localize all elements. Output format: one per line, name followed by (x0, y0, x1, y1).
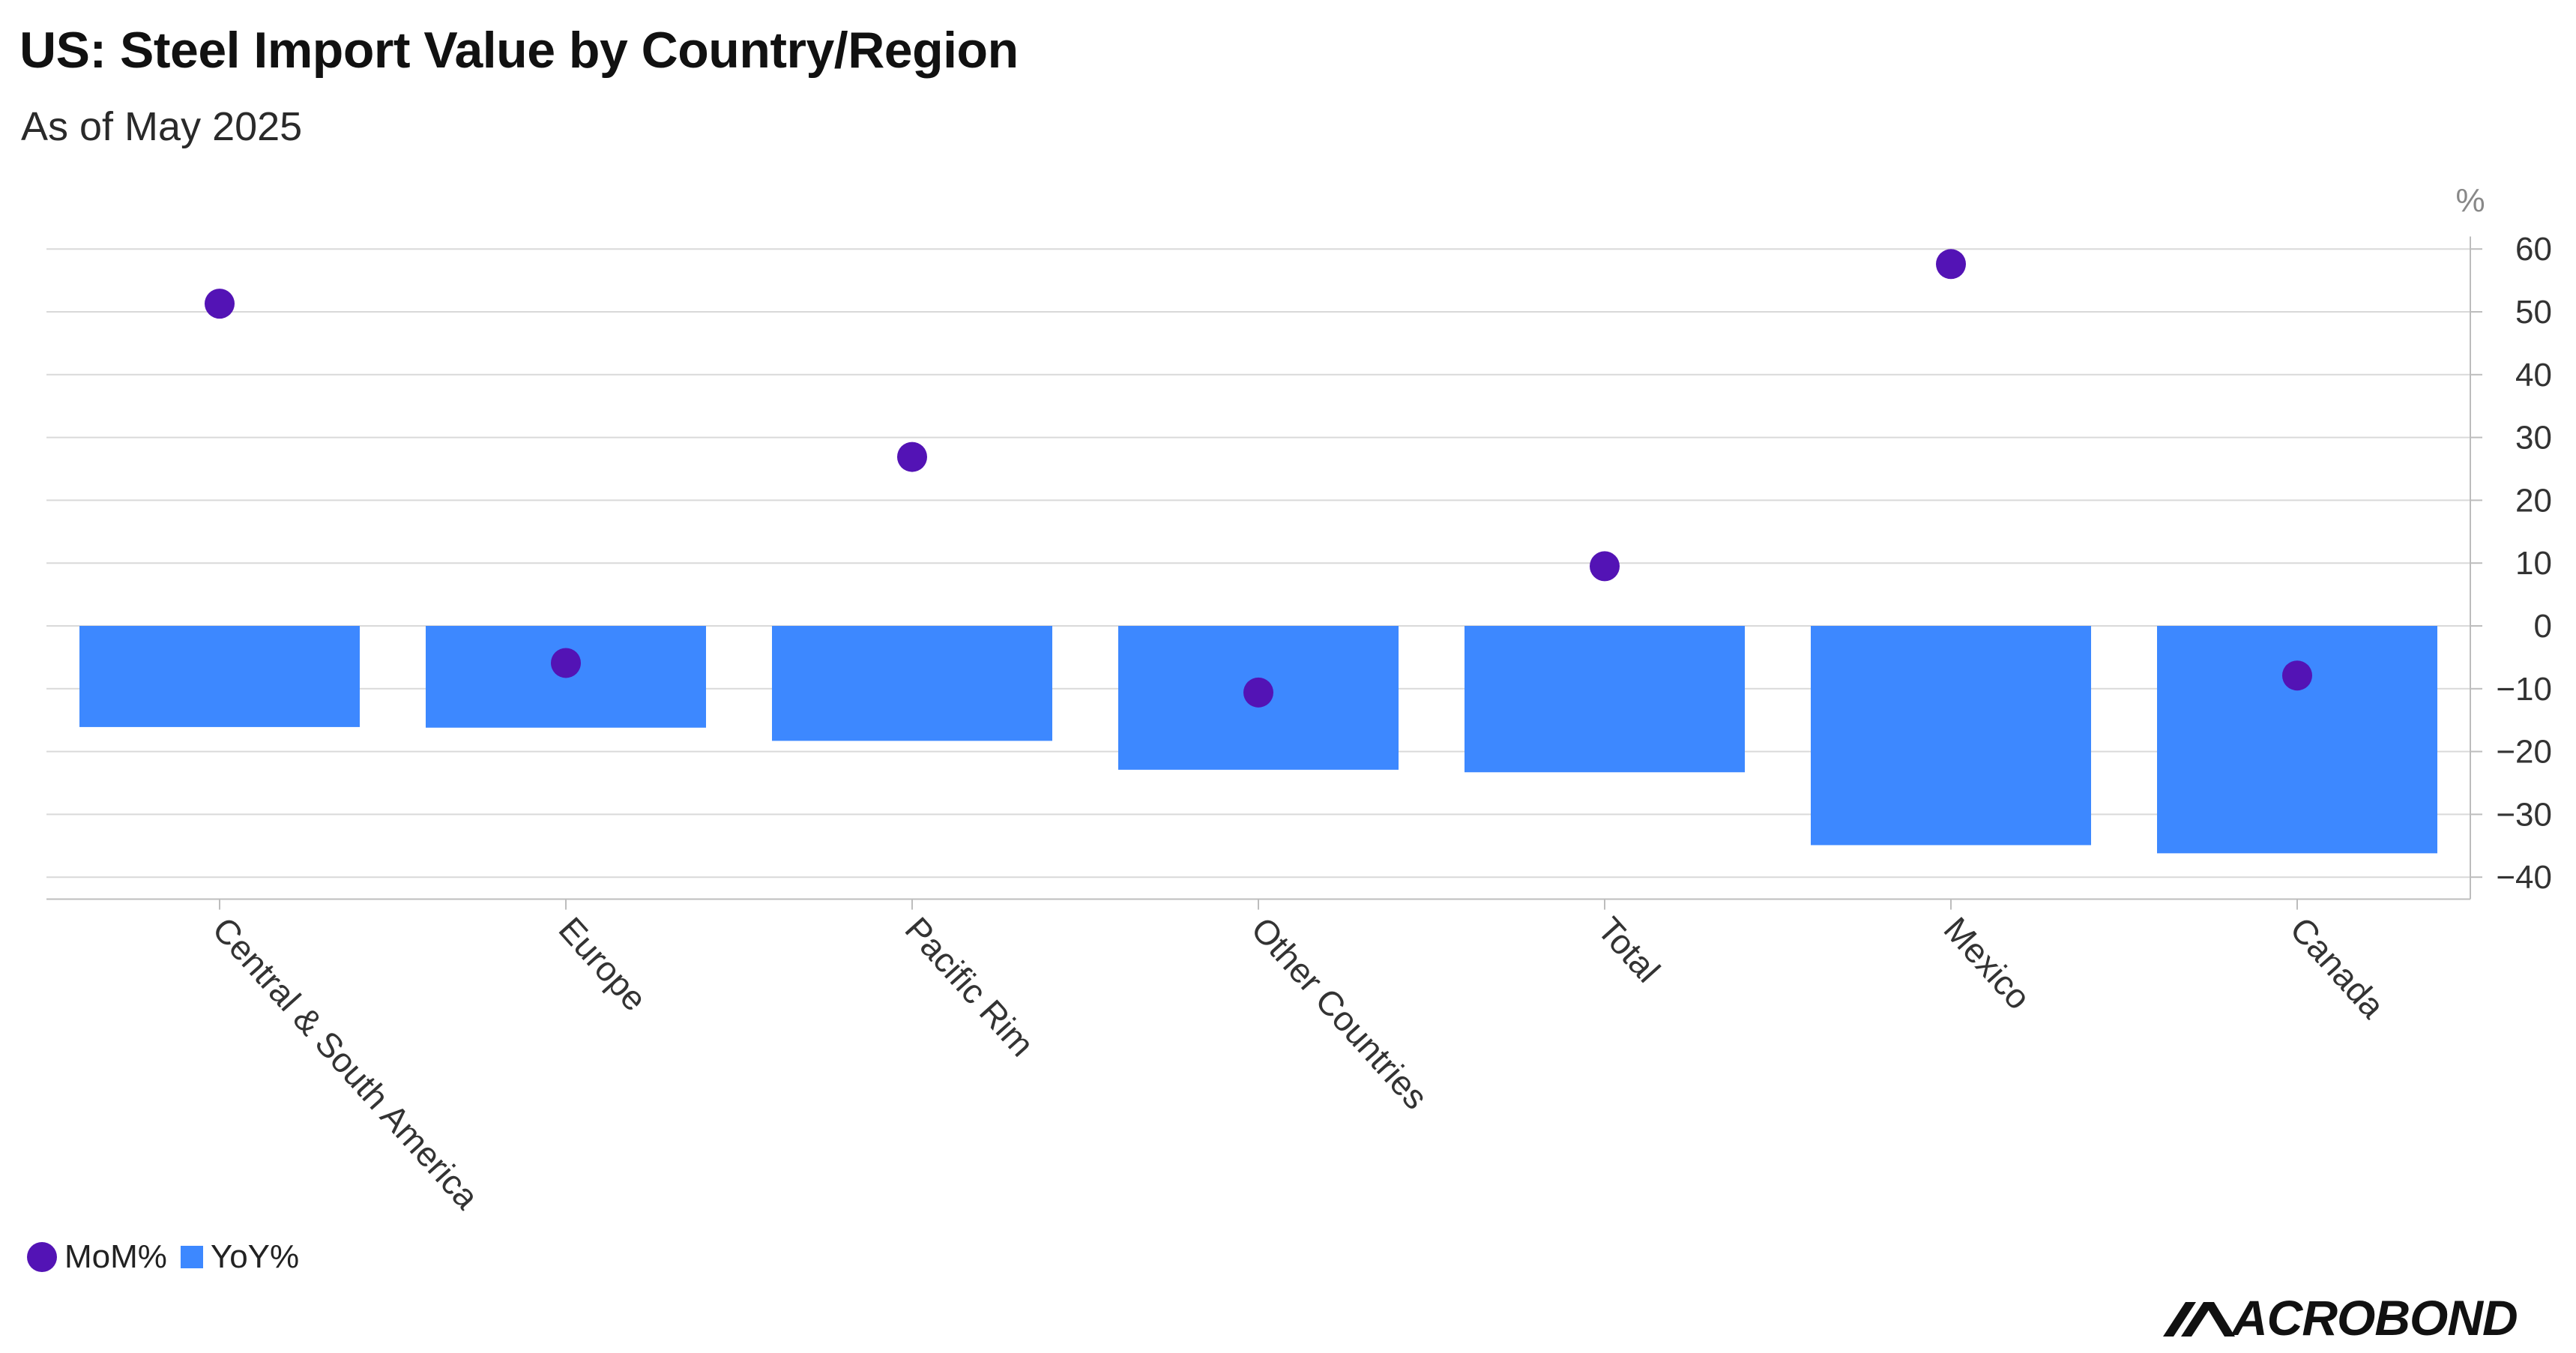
dot-mom (897, 442, 927, 472)
x-tick-label: Central & South America (205, 909, 487, 1216)
chart-title: US: Steel Import Value by Country/Region (19, 22, 1019, 79)
legend-item-yoy: YoY% (180, 1238, 300, 1276)
y-tick-label: 50 (2515, 294, 2552, 331)
bar-series (79, 626, 2437, 854)
y-tick-label: 0 (2534, 608, 2552, 645)
legend-square-icon (180, 1246, 203, 1268)
x-tick-label: Europe (552, 909, 655, 1018)
gridlines (46, 248, 2470, 879)
legend-label-yoy: YoY% (210, 1238, 300, 1275)
dot-mom (2282, 660, 2312, 691)
bar-yoy (2157, 626, 2437, 854)
legend-label-mom: MoM% (64, 1238, 167, 1275)
y-tick-label: 10 (2515, 545, 2552, 582)
dot-mom (551, 648, 581, 678)
dot-mom (1590, 551, 1620, 582)
y-tick-label: −20 (2496, 734, 2552, 771)
y-tick-label: 20 (2515, 482, 2552, 519)
legend: MoM% YoY% (27, 1238, 313, 1276)
x-tick-label: Other Countries (1244, 909, 1436, 1116)
y-tick-label: −40 (2496, 859, 2552, 896)
bar-yoy (1811, 626, 2091, 846)
y-tick-label: 40 (2515, 357, 2552, 394)
bar-yoy (772, 626, 1052, 741)
x-tick-label: Total (1590, 909, 1668, 989)
x-tick-label: Mexico (1937, 909, 2039, 1016)
legend-item-mom: MoM% (27, 1238, 167, 1276)
y-tick-label: −10 (2496, 671, 2552, 708)
bar-yoy (1465, 626, 1745, 773)
y-tick-label: −30 (2496, 796, 2552, 833)
y-unit-label: % (2455, 182, 2485, 219)
macrobond-logo: ACROBOND (2163, 1289, 2518, 1346)
chart-subtitle: As of May 2025 (21, 104, 303, 149)
legend-dot-icon (27, 1242, 57, 1272)
bar-yoy (79, 626, 360, 727)
dot-mom (1243, 677, 1273, 708)
x-tick-label: Pacific Rim (898, 909, 1043, 1064)
dot-series (205, 249, 2312, 708)
logo-text: ACROBOND (2232, 1290, 2518, 1346)
x-tick-label: Canada (2283, 909, 2393, 1025)
logo-mark-icon (2163, 1302, 2235, 1337)
y-tick-label: 60 (2515, 231, 2552, 268)
y-tick-label: 30 (2515, 420, 2552, 456)
dot-mom (1936, 249, 1966, 280)
dot-mom (205, 289, 235, 319)
